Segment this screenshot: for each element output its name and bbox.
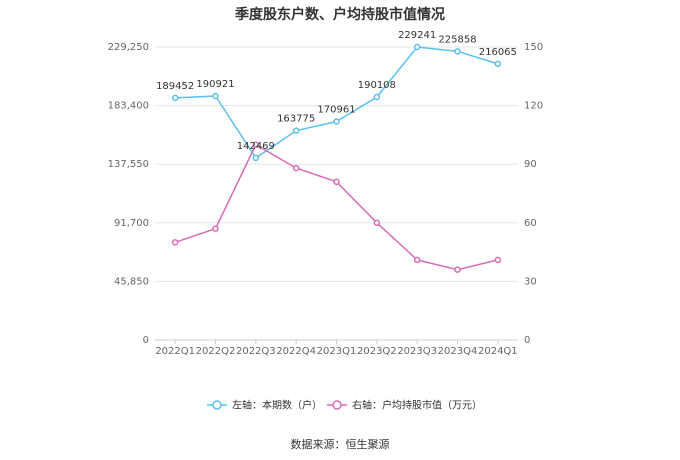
- data-label: 190108: [358, 80, 396, 91]
- data-label: 142469: [237, 141, 275, 152]
- right-tick-label: 0: [524, 335, 530, 346]
- left-tick-label: 0: [143, 335, 149, 346]
- legend-marker: [212, 400, 222, 410]
- x-tick-label: 2022Q4: [276, 346, 316, 357]
- left-tick-label: 229,250: [108, 42, 149, 53]
- x-axis-ticks: 2022Q1 2022Q2 2022Q3 2022Q4 2023Q1 2023Q2 2023…: [155, 340, 518, 357]
- data-label: 189452: [156, 81, 194, 92]
- data-point: [252, 154, 260, 162]
- data-point: [333, 178, 340, 186]
- data-point: [413, 256, 421, 264]
- data-point: [212, 225, 219, 232]
- grid-lines: [155, 46, 518, 341]
- data-point: [454, 266, 461, 273]
- right-tick-label: 90: [524, 159, 537, 170]
- x-tick-label: 2022Q1: [155, 346, 195, 357]
- legend-label: 右轴：户均持股市值（万元）: [352, 399, 482, 412]
- data-point: [373, 219, 381, 227]
- data-point: [454, 48, 461, 55]
- x-tick-label: 2023Q4: [438, 346, 478, 357]
- left-axis-ticks: 0 45,850 91,700 137,550 183,400 229,250: [108, 42, 149, 346]
- left-tick-label: 137,550: [108, 159, 149, 170]
- data-point: [413, 43, 421, 51]
- series-lines: [171, 43, 502, 273]
- right-tick-label: 120: [524, 101, 543, 112]
- right-tick-label: 30: [524, 276, 537, 287]
- chart-title: 季度股东户数、户均持股市值情况: [235, 7, 445, 23]
- series-line-0: [175, 46, 499, 159]
- legend: 左轴：本期数（户） 右轴：户均持股市值（万元）: [207, 399, 482, 412]
- right-tick-label: 150: [524, 42, 543, 53]
- data-point: [212, 92, 219, 100]
- data-point: [292, 127, 300, 134]
- data-point: [252, 141, 260, 148]
- source-note: 数据来源：恒生聚源: [290, 438, 390, 451]
- right-tick-label: 60: [524, 218, 537, 229]
- legend-label: 左轴：本期数（户）: [232, 399, 322, 412]
- data-label: 229241: [398, 30, 436, 41]
- data-point: [494, 60, 502, 68]
- x-tick-label: 2022Q2: [196, 346, 236, 357]
- data-label: 170961: [317, 104, 355, 115]
- x-tick-label: 2023Q2: [357, 346, 397, 357]
- data-point: [171, 239, 179, 246]
- right-axis-ticks: 0 30 60 90 120 150: [524, 42, 543, 346]
- x-tick-label: 2023Q1: [317, 346, 357, 357]
- x-tick-label: 2023Q3: [397, 346, 437, 357]
- left-tick-label: 183,400: [108, 101, 149, 112]
- legend-marker: [332, 400, 342, 410]
- data-point: [292, 164, 300, 172]
- data-point: [494, 256, 502, 264]
- data-label: 163775: [277, 114, 315, 125]
- x-tick-label: 2022Q3: [236, 346, 276, 357]
- left-tick-label: 91,700: [114, 218, 149, 229]
- data-point: [171, 94, 179, 102]
- data-label: 216065: [479, 47, 517, 58]
- series-line-1: [174, 143, 499, 271]
- data-point: [333, 118, 340, 125]
- data-point: [373, 93, 381, 101]
- x-tick-label: 2024Q1: [478, 346, 518, 357]
- data-label: 190921: [196, 79, 234, 90]
- data-label: 225858: [438, 34, 476, 45]
- left-tick-label: 45,850: [114, 276, 149, 287]
